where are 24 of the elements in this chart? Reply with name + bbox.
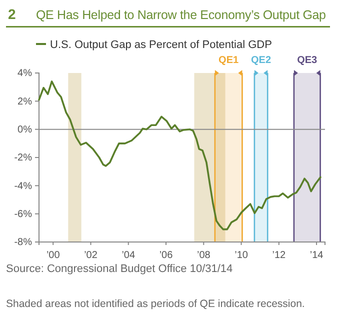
band-label: QE1 [218,55,240,66]
x-tick-label: ’08 [196,250,211,262]
y-tick-label: 4% [18,68,32,80]
x-tick-label: ’04 [122,250,136,262]
source-note: Source: Congressional Budget Office 10/31/14 [6,263,233,275]
y-tick-label: 0% [18,124,32,136]
legend-label: U.S. Output Gap as Percent of Potential GDP [50,39,272,51]
text: 2 [8,6,16,22]
y-tick-label: 2% [18,96,32,108]
band-label: QE3 [297,55,318,66]
line-series [38,80,322,230]
band-label: QE2 [251,55,272,66]
chart-title: QE Has Helped to Narrow the Economy’s Output Gap [36,8,326,22]
x-tick-label: ’02 [84,250,98,262]
x-tick-label: ’14 [310,250,324,262]
x-tick-label: ’12 [272,250,286,262]
x-tick-label: ’06 [159,250,174,262]
y-tick-label: -2% [14,152,32,164]
y-tick-label: -6% [14,209,32,220]
x-tick-label: ’00 [46,250,60,262]
x-tick-label: ’10 [234,250,248,262]
y-tick-label: -4% [14,180,32,192]
y-tick-label: -8% [14,237,32,248]
text: Shaded areas not identified as periods of QE indicate recession. [6,298,305,310]
